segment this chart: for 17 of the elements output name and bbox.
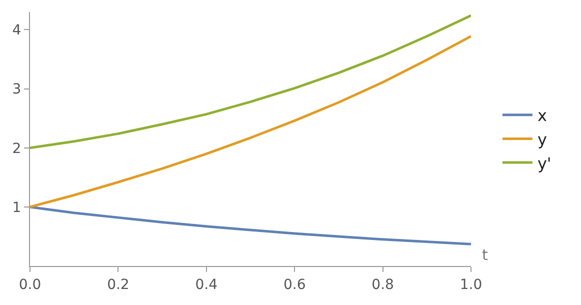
y-tick-label: 3 <box>12 82 22 98</box>
x-tick-label: 0.6 <box>283 276 306 293</box>
legend-label: y' <box>537 154 552 173</box>
line-series <box>30 14 471 150</box>
x-tick-label: 0.2 <box>107 276 130 293</box>
y-tick-label: 2 <box>12 140 22 157</box>
line-series <box>30 206 471 246</box>
legend-label: x <box>537 106 547 126</box>
x-tick-label: 1.0 <box>460 276 482 293</box>
legend-label: y <box>537 130 547 149</box>
x-tick-label: 0.0 <box>18 276 42 293</box>
x-axis-title: t <box>482 246 488 264</box>
y-tick-label: 4 <box>12 22 22 39</box>
x-tick-label: 0.4 <box>195 276 218 293</box>
x-tick-label: 0.8 <box>372 276 394 293</box>
line-series <box>30 34 471 208</box>
y-tick-label: 1 <box>12 200 22 216</box>
